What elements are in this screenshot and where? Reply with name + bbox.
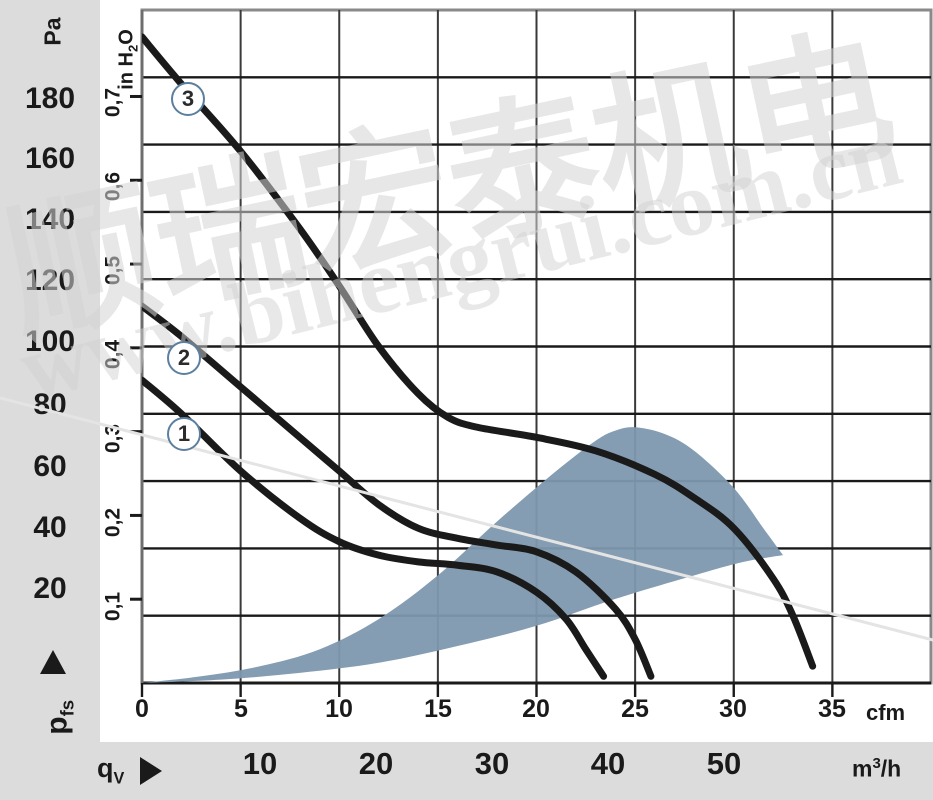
qv-symbol-label: qV [97,753,125,788]
m3h-tick-10: 10 [242,746,278,781]
cfm-unit-label: cfm [866,700,906,725]
qv-arrow-icon [140,757,162,785]
cfm-tick-0: 0 [135,695,149,723]
pa-tick-140: 140 [24,203,76,236]
pfs-arrow-icon [40,650,66,674]
m3h-tick-50: 50 [706,746,742,781]
curve-badge-3[interactable]: 3 [171,82,205,116]
pa-tick-100: 100 [24,325,76,358]
cfm-tick-25: 25 [621,695,649,723]
cfm-tick-15: 15 [424,695,452,723]
pa-tick-180: 180 [24,82,76,115]
pa-tick-160: 160 [24,142,76,175]
m3h-unit-label: m3/h [852,755,902,782]
cfm-tick-5: 5 [234,695,248,723]
m3h-tick-20: 20 [358,746,394,781]
cfm-tick-20: 20 [522,695,550,723]
curve-badge-1[interactable]: 1 [167,417,201,451]
cfm-tick-30: 30 [719,695,747,723]
cfm-tick-35: 35 [818,695,846,723]
cfm-tick-10: 10 [325,695,353,723]
curve-badge-2[interactable]: 2 [167,341,201,375]
m3h-tick-40: 40 [590,746,626,781]
pa-tick-120: 120 [24,264,76,297]
m3h-tick-30: 30 [474,746,510,781]
